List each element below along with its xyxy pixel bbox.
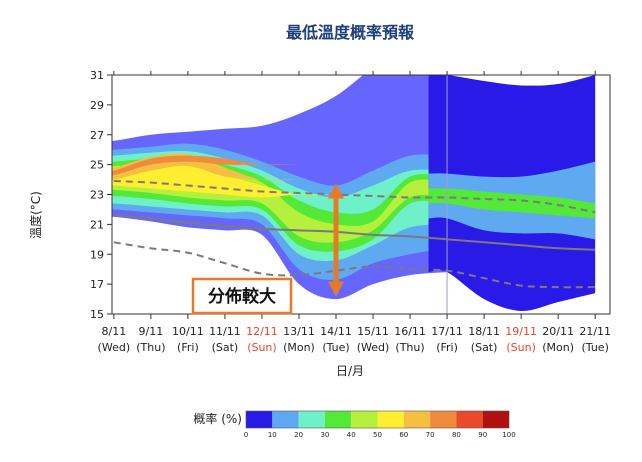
- x-tick-date: 10/11: [172, 325, 204, 338]
- x-tick-date: 13/11: [283, 325, 315, 338]
- colorbar-tick: 10: [268, 431, 277, 439]
- x-tick-date: 14/11: [320, 325, 352, 338]
- x-tick-date: 18/11: [468, 325, 500, 338]
- colorbar-segment: [351, 411, 378, 428]
- colorbar-tick: 40: [347, 431, 356, 439]
- colorbar-segment: [430, 411, 457, 428]
- colorbar-frame: [245, 410, 510, 429]
- chart-title: 最低溫度概率預報: [286, 23, 415, 42]
- y-tick-label: 19: [90, 248, 104, 261]
- probability-band-70: [112, 155, 448, 176]
- x-tick-date: 17/11: [431, 325, 463, 338]
- annotation-box: [191, 277, 293, 315]
- colorbar-tick: 20: [294, 431, 303, 439]
- x-tick-day: (Mon): [542, 341, 574, 354]
- colorbar-segment: [377, 411, 404, 428]
- forecast-lines: [113, 180, 596, 289]
- x-axis: 8/11 (Wed) 9/11 (Thu) 10/11 (Fri) 11/11 (Sat) 12…: [98, 71, 611, 354]
- x-tick-date: 21/11: [579, 325, 611, 338]
- colorbar-tick: 80: [452, 431, 461, 439]
- x-tick-day: (Fri): [436, 341, 458, 354]
- x-axis-label: 日/月: [336, 364, 364, 378]
- colorbar-tick: 60: [399, 431, 408, 439]
- x-tick-day: (Sun): [506, 341, 536, 354]
- colorbar-tick: 50: [373, 431, 382, 439]
- x-tick-date: 12/11: [246, 325, 278, 338]
- colorbar-tick: 100: [502, 431, 515, 439]
- x-tick-date: 19/11: [505, 325, 537, 338]
- series-line-3: [113, 241, 596, 289]
- colorbar-segment: [403, 411, 431, 428]
- colorbar-segment: [456, 411, 483, 428]
- colorbar-segment: [246, 411, 273, 428]
- series-line-1: [113, 180, 596, 214]
- x-tick-day: (Wed): [98, 341, 131, 354]
- y-axis: 15 17 19 21 23 25 27 29 31: [90, 69, 112, 321]
- x-tick-date: 8/11: [101, 325, 126, 338]
- x-tick-date: 20/11: [542, 325, 574, 338]
- series-line-2: [113, 214, 596, 251]
- colorbar-tick: 70: [426, 431, 435, 439]
- x-tick-day: (Tue): [582, 341, 609, 354]
- annotation: 分佈較大: [191, 183, 345, 315]
- x-tick-date: 16/11: [394, 325, 426, 338]
- probability-band-50: [112, 164, 448, 198]
- x-tick-day: (Sun): [247, 341, 277, 354]
- x-tick-date: 15/11: [357, 325, 389, 338]
- y-tick-label: 31: [90, 69, 104, 82]
- x-tick-day: (Sat): [471, 341, 498, 354]
- x-tick-day: (Mon): [283, 341, 315, 354]
- annotation-arrow-head-up: [328, 183, 345, 199]
- colorbar-segment: [324, 411, 352, 428]
- x-tick-day: (Thu): [395, 341, 424, 354]
- x-tick-day: (Sat): [212, 341, 239, 354]
- annotation-arrow-head-down: [328, 281, 345, 297]
- probability-bands: [112, 75, 610, 314]
- colorbar-segment: [272, 411, 299, 428]
- colorbar: 概率 (%) 0 10 20 30 40 50 60 70 80 90 100: [193, 410, 516, 439]
- colorbar-segment: [482, 411, 509, 428]
- colorbar-label: 概率 (%): [193, 411, 242, 426]
- colorbar-tick: 30: [320, 431, 329, 439]
- y-tick-label: 15: [90, 308, 104, 321]
- y-tick-label: 29: [90, 99, 104, 112]
- y-tick-label: 23: [90, 189, 104, 202]
- x-tick-date: 11/11: [209, 325, 241, 338]
- x-tick-day: (Fri): [177, 341, 199, 354]
- y-tick-label: 17: [90, 278, 104, 291]
- y-axis-label: 溫度(°C): [28, 191, 43, 239]
- y-tick-label: 21: [90, 218, 104, 231]
- colorbar-tick: 0: [244, 431, 248, 439]
- x-tick-day: (Tue): [322, 341, 349, 354]
- annotation-text: 分佈較大: [208, 286, 276, 307]
- colorbar-segment: [298, 411, 325, 428]
- x-tick-day: (Wed): [357, 341, 390, 354]
- y-tick-label: 27: [90, 129, 104, 142]
- ensemble-core-band: [428, 188, 596, 219]
- y-tick-label: 25: [90, 159, 104, 172]
- colorbar-tick: 90: [478, 431, 487, 439]
- x-tick-day: (Thu): [136, 341, 165, 354]
- x-tick-date: 9/11: [139, 325, 164, 338]
